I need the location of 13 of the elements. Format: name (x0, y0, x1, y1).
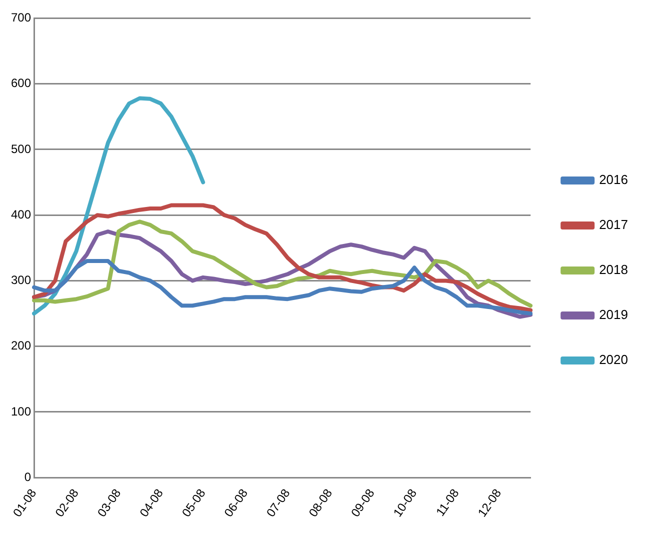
y-tick-label: 400 (10, 207, 32, 222)
y-tick-label: 300 (10, 273, 32, 288)
legend-label: 2018 (599, 262, 628, 278)
y-tick-label: 600 (10, 76, 32, 90)
legend-label: 2016 (599, 172, 628, 188)
legend-label: 2020 (599, 352, 628, 368)
y-tick-label: 500 (10, 142, 32, 156)
y-tick-label: 700 (10, 10, 32, 25)
y-tick-label: 200 (10, 338, 32, 353)
y-tick-label: 100 (10, 404, 32, 418)
legend-label: 2017 (599, 217, 628, 232)
y-tick-label: 0 (24, 470, 32, 484)
legend-label: 2019 (599, 307, 628, 322)
